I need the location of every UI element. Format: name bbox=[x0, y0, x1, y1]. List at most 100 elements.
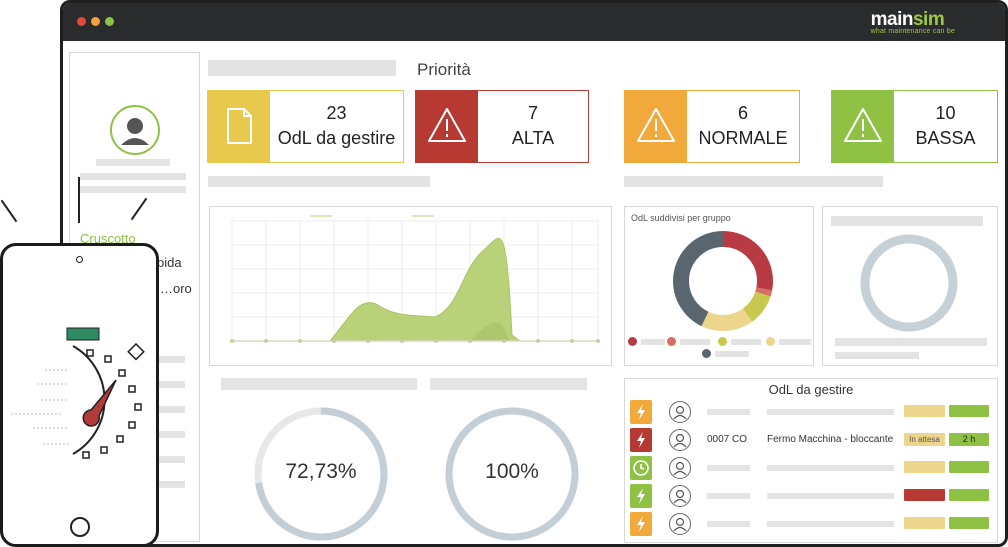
assignee-avatar[interactable] bbox=[669, 429, 691, 451]
stopwatch-icon bbox=[11, 327, 145, 459]
phone-device bbox=[0, 243, 159, 547]
title-bar: mainsim what maintenance can be bbox=[63, 3, 1005, 41]
kpi-card-odl[interactable]: 23 OdL da gestire bbox=[207, 90, 404, 163]
legend-label-placeholder bbox=[715, 351, 749, 357]
username-placeholder bbox=[96, 159, 170, 166]
kpi-card-bassa[interactable]: 10 BASSA bbox=[831, 90, 998, 163]
time-badge bbox=[949, 461, 989, 473]
user-icon bbox=[673, 517, 687, 532]
section-placeholder bbox=[624, 176, 883, 187]
maximize-window-button[interactable] bbox=[105, 17, 114, 26]
assignee-avatar[interactable] bbox=[669, 457, 691, 479]
gauge-left: 72,73% bbox=[251, 404, 391, 544]
legend-label-placeholder bbox=[680, 339, 710, 345]
group-donut-chart bbox=[673, 231, 773, 331]
kpi-count: 10 bbox=[935, 103, 956, 123]
time-badge: 2 h bbox=[949, 433, 989, 446]
workorder-code-placeholder bbox=[707, 493, 750, 499]
workorder-description: Fermo Macchina - bloccante bbox=[767, 434, 894, 445]
status-badge bbox=[904, 405, 945, 417]
kpi-count: 23 bbox=[326, 103, 347, 123]
priority-badge bbox=[630, 484, 652, 508]
kpi-icon-box bbox=[832, 91, 894, 162]
status-badge bbox=[904, 461, 945, 473]
gauge-right: 100% bbox=[442, 404, 582, 544]
workorder-description-placeholder bbox=[767, 465, 894, 471]
legend-dot bbox=[667, 337, 676, 346]
gauge-left-value: 72,73% bbox=[285, 460, 357, 483]
warning-icon bbox=[844, 108, 882, 142]
legend-dot bbox=[766, 337, 775, 346]
donut-title: OdL suddivisi per gruppo bbox=[631, 213, 731, 223]
table-row[interactable]: 0007 CO Fermo Macchina - bloccante In atte… bbox=[625, 427, 997, 453]
priority-badge bbox=[630, 400, 652, 424]
document-icon bbox=[227, 108, 252, 144]
loading-panel bbox=[822, 206, 998, 366]
motion-line bbox=[0, 199, 18, 223]
motion-line bbox=[78, 177, 80, 223]
user-info-placeholder bbox=[80, 173, 186, 180]
app-window: mainsim what maintenance can be Cruscott… bbox=[60, 0, 1008, 547]
kpi-card-normale[interactable]: 6 NORMALE bbox=[624, 90, 800, 163]
kpi-body: 10 BASSA bbox=[894, 91, 997, 162]
minimize-window-button[interactable] bbox=[91, 17, 100, 26]
legend-label-placeholder bbox=[779, 339, 811, 345]
kpi-count: 6 bbox=[737, 103, 748, 123]
kpi-icon-box bbox=[416, 91, 478, 162]
lightning-icon bbox=[637, 516, 645, 532]
kpi-card-alta[interactable]: 7 ALTA bbox=[415, 90, 589, 163]
workorder-description-placeholder bbox=[767, 409, 894, 415]
donut-segment[interactable] bbox=[673, 231, 773, 331]
gauge-ring bbox=[445, 407, 579, 541]
legend-label-placeholder bbox=[731, 339, 761, 345]
kpi-body: 7 ALTA bbox=[478, 91, 588, 162]
sidebar-item-cruscotto[interactable]: Cruscotto bbox=[80, 231, 136, 246]
close-window-button[interactable] bbox=[77, 17, 86, 26]
assignee-avatar[interactable] bbox=[669, 401, 691, 423]
workorder-code-placeholder bbox=[707, 465, 750, 471]
trend-area-chart bbox=[230, 215, 600, 343]
sidebar-item-work[interactable]: …oro bbox=[160, 281, 192, 296]
workorder-description-placeholder bbox=[767, 521, 894, 527]
kpi-body: 23 OdL da gestire bbox=[270, 91, 403, 162]
loading-ring bbox=[860, 234, 958, 332]
kpi-count: 7 bbox=[527, 103, 538, 123]
gauge-title-placeholder bbox=[430, 378, 587, 390]
table-row[interactable] bbox=[625, 511, 997, 537]
workorder-code-placeholder bbox=[707, 409, 750, 415]
table-row[interactable] bbox=[625, 455, 997, 481]
kpi-body: 6 NORMALE bbox=[687, 91, 799, 162]
priority-badge bbox=[630, 456, 652, 480]
status-badge bbox=[904, 517, 945, 529]
time-badge bbox=[949, 405, 989, 417]
user-icon bbox=[673, 461, 687, 476]
gauge-ring bbox=[254, 407, 388, 541]
donut-segment[interactable] bbox=[673, 231, 773, 331]
legend-dot bbox=[628, 337, 637, 346]
legend-label-placeholder bbox=[641, 339, 665, 345]
assignee-avatar[interactable] bbox=[669, 513, 691, 535]
status-badge: In attesa bbox=[904, 433, 945, 446]
group-donut-panel: OdL suddivisi per gruppo bbox=[624, 206, 814, 366]
warning-icon bbox=[428, 108, 466, 142]
priority-badge bbox=[630, 512, 652, 536]
phone-home-button[interactable] bbox=[70, 517, 90, 537]
time-badge bbox=[949, 517, 989, 529]
assignee-avatar[interactable] bbox=[669, 485, 691, 507]
user-icon bbox=[673, 489, 687, 504]
user-icon bbox=[673, 405, 687, 420]
workorder-description-placeholder bbox=[767, 493, 894, 499]
priority-badge bbox=[630, 428, 652, 452]
table-row[interactable] bbox=[625, 399, 997, 425]
legend-dot bbox=[718, 337, 727, 346]
kpi-icon-box bbox=[208, 91, 270, 162]
status-badge bbox=[904, 489, 945, 501]
priority-title: Priorità bbox=[417, 60, 471, 79]
kpi-label: ALTA bbox=[511, 128, 555, 148]
user-avatar[interactable] bbox=[110, 105, 160, 155]
workorder-code: 0007 CO bbox=[707, 434, 748, 445]
table-row[interactable] bbox=[625, 483, 997, 509]
user-info-placeholder bbox=[80, 186, 186, 193]
trend-chart-panel bbox=[209, 206, 612, 366]
